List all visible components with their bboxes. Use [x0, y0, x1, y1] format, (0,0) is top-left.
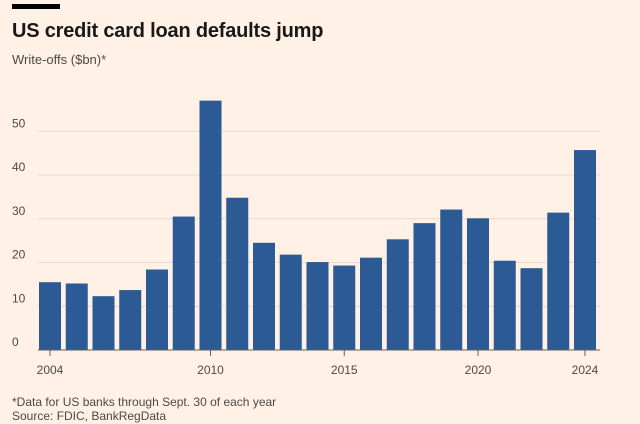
chart-subtitle: Write-offs ($bn)* — [12, 52, 107, 67]
x-tick-label: 2024 — [572, 363, 599, 377]
x-tick-label: 2015 — [331, 363, 358, 377]
bar-2009 — [172, 216, 195, 350]
x-axis: 2004 2010 2015 2020 2024 — [37, 349, 600, 377]
chart-title: US credit card loan defaults jump — [12, 20, 324, 42]
bar-2006 — [92, 296, 115, 350]
x-tick-label: 2004 — [37, 363, 64, 377]
y-tick-label: 40 — [12, 160, 26, 174]
chart-footnote: *Data for US banks through Sept. 30 of e… — [12, 395, 277, 409]
bar-2011 — [226, 197, 249, 350]
bar-2015 — [333, 265, 356, 350]
bar-2005 — [65, 283, 88, 350]
y-tick-label: 50 — [12, 116, 26, 130]
bar-2014 — [306, 262, 329, 350]
y-axis: 0 10 20 30 40 50 — [12, 116, 26, 349]
bar-2019 — [440, 209, 463, 350]
bar-2012 — [253, 242, 275, 350]
x-tick-label: 2020 — [465, 363, 492, 377]
y-tick-label: 20 — [12, 248, 26, 262]
bar-2021 — [493, 260, 516, 350]
chart-source: Source: FDIC, BankRegData — [12, 409, 167, 423]
bar-2018 — [413, 223, 436, 351]
top-accent-rule — [12, 4, 60, 9]
bar-2017 — [386, 239, 409, 350]
bar-2024 — [574, 150, 596, 350]
bar-2023 — [547, 212, 570, 351]
bar-2013 — [279, 254, 302, 351]
y-tick-label: 30 — [12, 204, 26, 218]
y-tick-label: 10 — [12, 291, 26, 305]
bar-2004 — [39, 282, 61, 350]
bar-2022 — [520, 268, 543, 350]
bar-2016 — [360, 257, 382, 350]
bar-2010 — [199, 100, 222, 351]
bar-2007 — [119, 290, 142, 350]
bar-2020 — [467, 218, 489, 350]
y-tick-label: 0 — [12, 335, 19, 349]
bar-2008 — [146, 269, 168, 350]
bars-layer — [39, 100, 596, 351]
x-tick-label: 2010 — [197, 363, 224, 377]
